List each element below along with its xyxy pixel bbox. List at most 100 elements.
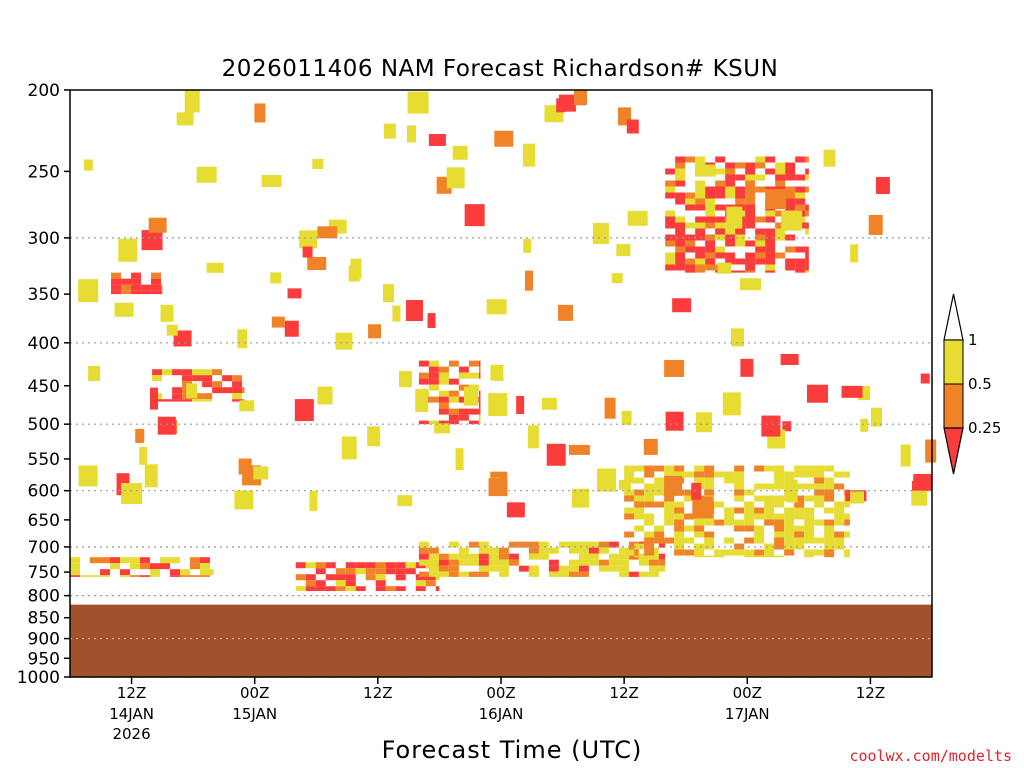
ri-cell [804, 519, 815, 526]
ri-cell [222, 375, 233, 382]
ri-cell [714, 549, 725, 556]
ri-cell [345, 586, 356, 592]
ri-cell [624, 495, 635, 502]
ri-cell [834, 483, 845, 490]
ri-cell [415, 388, 429, 412]
ri-cell [434, 423, 451, 434]
ri-cell [271, 316, 285, 328]
ri-cell [784, 525, 795, 532]
ri-cell [784, 549, 795, 556]
ri-cell [141, 284, 152, 291]
ri-cell [644, 513, 655, 520]
ri-cell [161, 290, 163, 295]
ri-cell [725, 180, 736, 187]
ri-cell [365, 574, 376, 581]
ri-cell [295, 586, 306, 592]
ri-cell [795, 186, 806, 193]
legend-swatch-yellow [943, 339, 964, 385]
ri-cell [608, 559, 619, 566]
ri-cell [665, 192, 676, 199]
ri-cell [775, 168, 786, 175]
ri-cell [715, 186, 726, 193]
ri-cell [735, 258, 746, 265]
ri-cell [182, 369, 193, 376]
y-tick-label: 350 [28, 285, 60, 305]
ri-cell [674, 543, 685, 550]
ri-cell [744, 513, 755, 520]
ri-cell [638, 571, 649, 577]
ri-cell [685, 258, 696, 265]
legend-swatch-gt1 [943, 293, 964, 341]
ri-cell [202, 369, 213, 376]
ri-cell [764, 543, 775, 550]
ri-cell [735, 162, 746, 169]
ri-cell [448, 565, 459, 572]
ri-cell [794, 513, 805, 520]
ri-cell [860, 418, 869, 432]
ri-cell [150, 569, 160, 576]
ri-cell [765, 240, 776, 247]
ri-cell [735, 192, 746, 199]
y-tick-label: 500 [28, 415, 60, 435]
ri-cell [754, 507, 765, 514]
ri-cell [735, 186, 746, 193]
ri-cell [345, 574, 356, 581]
ri-cell [705, 234, 716, 241]
ri-cell [805, 264, 809, 271]
ri-cell [704, 483, 715, 490]
ri-cell [634, 543, 645, 550]
ri-cell [538, 547, 549, 554]
ri-cell [428, 553, 439, 560]
ri-cell [568, 565, 579, 572]
ri-cell [435, 574, 440, 581]
ri-cell [714, 555, 725, 558]
ri-cell [578, 559, 589, 566]
ri-cell [715, 204, 726, 211]
ri-cell [315, 562, 326, 569]
ri-cell [182, 375, 193, 382]
y-tick-label: 600 [28, 482, 60, 502]
ri-cell [140, 557, 150, 564]
ri-cell [823, 149, 836, 167]
ri-cell [745, 198, 756, 205]
ri-cell [468, 559, 479, 566]
ri-cell [516, 396, 525, 415]
ri-cell [674, 537, 685, 544]
legend-swatch-orange [943, 383, 964, 429]
ri-cell [428, 547, 439, 554]
ri-cell [478, 547, 489, 554]
ri-cell [448, 408, 459, 415]
ri-cell [325, 586, 336, 592]
ri-cell [305, 574, 316, 581]
ri-cell [755, 174, 766, 181]
ri-cell [166, 324, 178, 336]
x-tick-date: 16JAN [479, 705, 524, 723]
y-tick-label: 1000 [17, 668, 60, 688]
ri-cell [270, 272, 282, 284]
ri-cell [795, 156, 806, 163]
ri-cell [448, 360, 459, 367]
ri-cell [695, 216, 706, 223]
ri-cell [428, 565, 439, 572]
ri-cell [735, 174, 746, 181]
ri-cell [206, 262, 224, 273]
ri-cell [335, 568, 346, 575]
ri-cell [714, 519, 725, 526]
ri-cell [478, 366, 481, 373]
ri-cell [418, 541, 429, 548]
ri-cell [438, 390, 449, 397]
ri-cell [715, 228, 726, 235]
ri-cell [238, 458, 252, 475]
ri-cell [694, 477, 705, 484]
ri-cell [406, 300, 424, 322]
ri-cell [624, 471, 635, 478]
ri-cell [335, 586, 346, 592]
ri-cell [83, 159, 93, 171]
ri-cell [704, 489, 715, 496]
ri-cell [704, 543, 715, 550]
ri-cell [478, 571, 489, 577]
ri-cell [135, 428, 145, 443]
ri-cell [468, 372, 479, 379]
ri-cell [611, 273, 623, 284]
ri-cell [715, 234, 726, 241]
